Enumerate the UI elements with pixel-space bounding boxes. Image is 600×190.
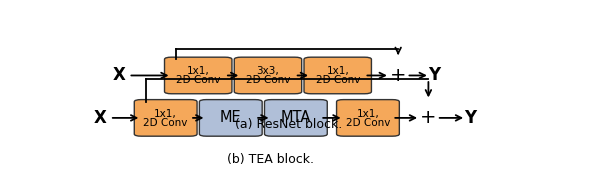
Text: (b) TEA block.: (b) TEA block. xyxy=(227,153,314,166)
Text: +: + xyxy=(420,108,437,127)
Text: 2D Conv: 2D Conv xyxy=(176,75,220,85)
Text: 2D Conv: 2D Conv xyxy=(346,118,390,128)
FancyBboxPatch shape xyxy=(234,57,302,94)
FancyBboxPatch shape xyxy=(199,100,262,136)
Text: $\mathbf{Y}$: $\mathbf{Y}$ xyxy=(428,66,443,85)
Text: 1x1,: 1x1, xyxy=(326,66,349,76)
Text: 2D Conv: 2D Conv xyxy=(143,118,188,128)
Text: $\mathbf{X}$: $\mathbf{X}$ xyxy=(112,66,127,85)
FancyBboxPatch shape xyxy=(337,100,400,136)
Text: 2D Conv: 2D Conv xyxy=(246,75,290,85)
Text: 2D Conv: 2D Conv xyxy=(316,75,360,85)
Text: $\mathbf{Y}$: $\mathbf{Y}$ xyxy=(464,109,479,127)
Text: MTA: MTA xyxy=(281,110,311,125)
Text: 1x1,: 1x1, xyxy=(154,109,177,119)
Text: ME: ME xyxy=(220,110,242,125)
Text: 1x1,: 1x1, xyxy=(187,66,209,76)
Text: $\mathbf{X}$: $\mathbf{X}$ xyxy=(94,109,108,127)
FancyBboxPatch shape xyxy=(265,100,327,136)
FancyBboxPatch shape xyxy=(134,100,197,136)
FancyBboxPatch shape xyxy=(304,57,371,94)
Text: (a) ResNet block.: (a) ResNet block. xyxy=(235,118,343,131)
Text: 3x3,: 3x3, xyxy=(257,66,280,76)
Text: 1x1,: 1x1, xyxy=(356,109,379,119)
FancyBboxPatch shape xyxy=(164,57,232,94)
Text: +: + xyxy=(390,66,406,85)
